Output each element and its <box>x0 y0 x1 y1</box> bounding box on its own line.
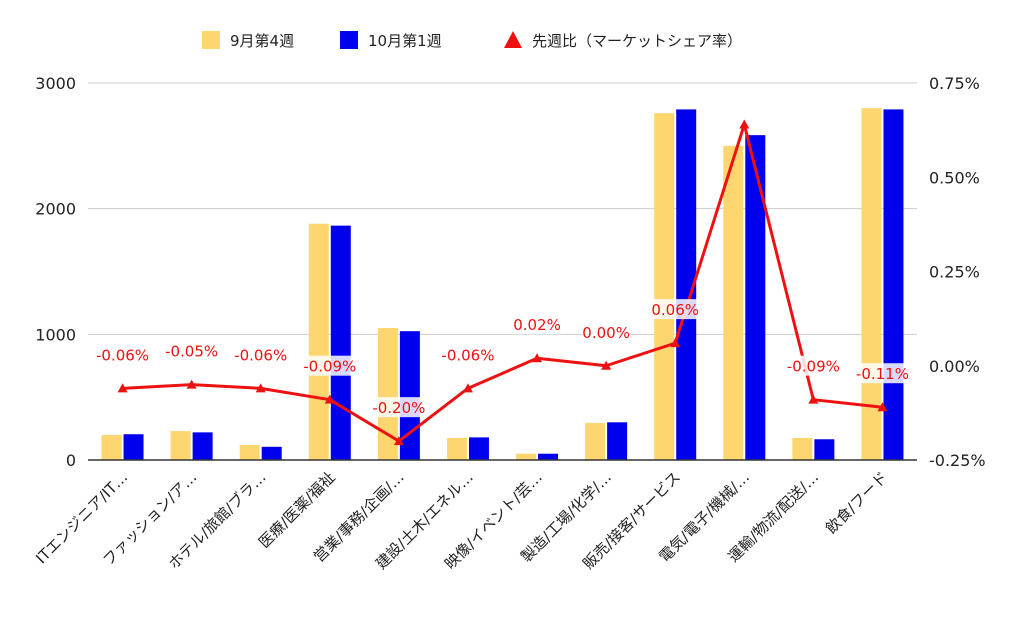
legend-swatch <box>340 31 358 49</box>
legend-swatch <box>504 31 522 48</box>
y2-tick-label: 0.75% <box>929 74 980 93</box>
bar <box>192 432 213 460</box>
bar <box>814 439 835 460</box>
data-label: 0.02% <box>513 316 561 334</box>
line-point <box>808 394 819 404</box>
data-label: -0.05% <box>165 343 218 361</box>
data-label-bg <box>650 299 700 320</box>
bar <box>538 453 559 460</box>
data-labels: -0.06% -0.05% -0.06% -0.09% -0.20% -0.06% 0.02… <box>93 299 912 418</box>
bar <box>516 453 537 460</box>
line-point <box>532 353 543 363</box>
y2-tick-label: 0.50% <box>929 168 980 187</box>
line-point <box>601 360 612 370</box>
data-label: 0.00% <box>582 324 630 342</box>
data-label: 0.06% <box>651 301 699 319</box>
y-tick-label: 0 <box>66 451 76 470</box>
data-label-bg <box>581 321 631 342</box>
data-label: -0.09% <box>303 358 356 376</box>
bar <box>883 109 904 460</box>
data-label-bg <box>162 340 221 361</box>
data-label: -0.09% <box>787 358 840 376</box>
right-axis-ticks: -0.25% 0.00% 0.25% 0.50% 0.75% <box>929 74 986 470</box>
data-label: -0.06% <box>96 346 149 364</box>
data-label: -0.11% <box>856 365 909 383</box>
line-point <box>186 379 197 389</box>
data-label: -0.06% <box>234 346 287 364</box>
y-tick-label: 3000 <box>35 74 76 93</box>
category-label: 飲食/フード <box>822 468 891 537</box>
bar <box>468 437 489 460</box>
bar <box>308 223 329 460</box>
bar <box>101 434 122 460</box>
bar <box>377 328 398 460</box>
data-label-bg <box>512 314 562 335</box>
y-tick-label: 2000 <box>35 200 76 219</box>
data-label-bg <box>300 355 359 376</box>
bar <box>261 446 282 460</box>
data-label-bg <box>231 344 290 365</box>
line-point <box>670 338 681 348</box>
data-label: -0.20% <box>372 399 425 417</box>
data-label: -0.06% <box>441 346 494 364</box>
bars <box>101 108 904 461</box>
left-axis-ticks: 0 1000 2000 3000 <box>35 74 76 470</box>
line-point <box>877 402 888 412</box>
legend-swatch <box>202 31 220 49</box>
legend-label: 先週比（マーケットシェア率） <box>532 32 742 50</box>
bar <box>585 422 606 460</box>
bar <box>654 113 675 460</box>
bar <box>239 444 260 460</box>
line-point <box>324 394 335 404</box>
bar <box>170 431 191 460</box>
bar <box>676 109 697 460</box>
bar <box>745 135 766 460</box>
y2-tick-label: 0.00% <box>929 357 980 376</box>
bar <box>330 225 351 460</box>
bar <box>792 438 813 460</box>
data-label-bg <box>438 344 497 365</box>
bar <box>123 434 144 460</box>
y2-tick-label: -0.25% <box>929 451 986 470</box>
line-point <box>393 436 404 446</box>
line-point <box>117 383 128 393</box>
category-labels: ITエンジニア/IT…ファッション/ア…ホテル/旅館/ブラ…医療/医薬/福祉営業… <box>32 468 891 573</box>
share-line <box>117 119 888 446</box>
line-point <box>255 383 266 393</box>
bar <box>446 438 467 460</box>
y2-tick-label: 0.25% <box>929 263 980 282</box>
data-label-bg <box>784 355 843 376</box>
line-point <box>462 383 473 393</box>
legend-label: 10月第1週 <box>368 32 442 50</box>
data-label-bg <box>93 344 152 365</box>
legend-label: 9月第4週 <box>230 32 294 50</box>
line-series <box>122 122 883 443</box>
bar <box>723 145 744 461</box>
y-tick-label: 1000 <box>35 325 76 344</box>
line-point <box>739 119 750 129</box>
legend: 9月第4週 10月第1週 先週比（マーケットシェア率） <box>202 31 742 50</box>
bar <box>399 331 420 460</box>
data-label-bg <box>853 363 912 384</box>
bar <box>607 422 628 460</box>
data-label-bg <box>369 397 428 418</box>
gridlines <box>88 82 917 335</box>
